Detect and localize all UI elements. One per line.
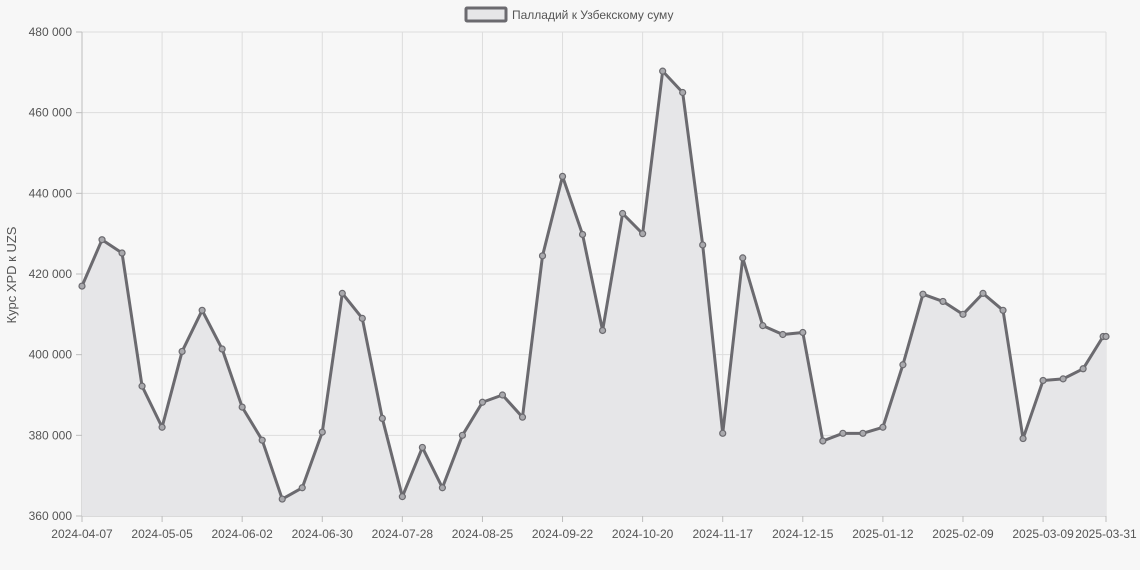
- y-tick-label: 460 000: [29, 106, 73, 120]
- data-point[interactable]: [558, 172, 567, 180]
- y-tick-label: 400 000: [29, 348, 73, 362]
- data-point[interactable]: [799, 328, 807, 337]
- data-point[interactable]: [358, 314, 366, 322]
- data-point[interactable]: [939, 297, 947, 306]
- data-point[interactable]: [659, 67, 667, 75]
- x-tick-label: 2024-12-15: [772, 527, 834, 541]
- data-point[interactable]: [1102, 332, 1110, 341]
- data-point[interactable]: [298, 484, 306, 492]
- data-point[interactable]: [158, 423, 166, 431]
- data-point[interactable]: [919, 290, 927, 298]
- data-point[interactable]: [899, 361, 907, 369]
- y-tick-label: 380 000: [29, 428, 73, 442]
- data-point[interactable]: [138, 382, 146, 390]
- data-point[interactable]: [999, 306, 1007, 314]
- data-point[interactable]: [719, 429, 727, 437]
- x-tick-labels: 2024-04-07 2024-05-05 2024-06-02 2024-06-30…: [51, 527, 1137, 541]
- data-point[interactable]: [699, 241, 707, 249]
- data-point[interactable]: [859, 429, 867, 437]
- x-tick-label: 2024-06-30: [292, 527, 354, 541]
- data-point[interactable]: [178, 347, 186, 356]
- data-point[interactable]: [338, 289, 346, 297]
- data-point[interactable]: [779, 330, 787, 339]
- y-tick-label: 420 000: [29, 267, 73, 281]
- data-point[interactable]: [739, 254, 747, 262]
- data-point[interactable]: [438, 484, 447, 492]
- x-tick-label: 2025-03-09: [1012, 527, 1074, 541]
- x-tick-label: 2024-09-22: [532, 527, 594, 541]
- data-point[interactable]: [538, 252, 547, 260]
- data-point[interactable]: [98, 236, 106, 244]
- x-tick-label: 2024-11-17: [692, 527, 753, 541]
- data-point[interactable]: [639, 230, 647, 238]
- data-point[interactable]: [118, 249, 126, 257]
- x-tick-label: 2024-05-05: [131, 527, 193, 541]
- data-point[interactable]: [518, 413, 527, 421]
- data-point[interactable]: [418, 443, 426, 452]
- x-tick-label: 2025-01-12: [852, 527, 914, 541]
- legend[interactable]: Палладий к Узбекскому суму: [464, 6, 673, 23]
- data-point[interactable]: [198, 306, 206, 314]
- data-point[interactable]: [598, 326, 607, 335]
- data-point[interactable]: [378, 414, 386, 422]
- y-tick-label: 480 000: [29, 25, 73, 39]
- data-point[interactable]: [959, 310, 967, 318]
- y-tick-labels: 360 000 380 000 400 000 420 000 440 000 460 0…: [29, 25, 73, 523]
- data-point[interactable]: [879, 423, 887, 431]
- data-point[interactable]: [619, 209, 627, 218]
- x-tick-label: 2025-03-31: [1075, 527, 1137, 541]
- data-point[interactable]: [679, 88, 687, 97]
- data-point[interactable]: [218, 345, 226, 353]
- legend-swatch[interactable]: [464, 6, 508, 23]
- x-tick-label: 2024-06-02: [211, 527, 273, 541]
- data-point[interactable]: [819, 437, 827, 445]
- x-tick-label: 2024-04-07: [51, 527, 113, 541]
- data-point[interactable]: [458, 431, 467, 439]
- x-tick-label: 2024-07-28: [372, 527, 434, 541]
- data-point[interactable]: [1019, 434, 1027, 443]
- data-point[interactable]: [1039, 376, 1047, 385]
- data-point[interactable]: [759, 322, 767, 330]
- data-point[interactable]: [979, 289, 987, 297]
- x-tick-label: 2024-08-25: [452, 527, 514, 541]
- x-tick-label: 2024-10-20: [612, 527, 674, 541]
- data-point[interactable]: [238, 403, 246, 411]
- data-point[interactable]: [278, 495, 286, 503]
- data-point[interactable]: [498, 391, 507, 399]
- y-axis-title: Курс XPD к UZS: [4, 226, 19, 323]
- data-point[interactable]: [258, 436, 266, 444]
- data-point[interactable]: [398, 493, 406, 501]
- y-tick-label: 360 000: [29, 509, 73, 523]
- data-point[interactable]: [1079, 365, 1087, 373]
- data-point[interactable]: [839, 429, 847, 437]
- data-point[interactable]: [478, 398, 487, 406]
- legend-label[interactable]: Палладий к Узбекскому суму: [512, 8, 673, 22]
- x-tick-label: 2025-02-09: [932, 527, 994, 541]
- data-point[interactable]: [318, 428, 326, 436]
- data-markers: [78, 67, 1110, 503]
- data-point[interactable]: [578, 230, 587, 239]
- data-point[interactable]: [1059, 375, 1067, 383]
- y-tick-label: 440 000: [29, 186, 73, 200]
- data-point[interactable]: [78, 282, 86, 290]
